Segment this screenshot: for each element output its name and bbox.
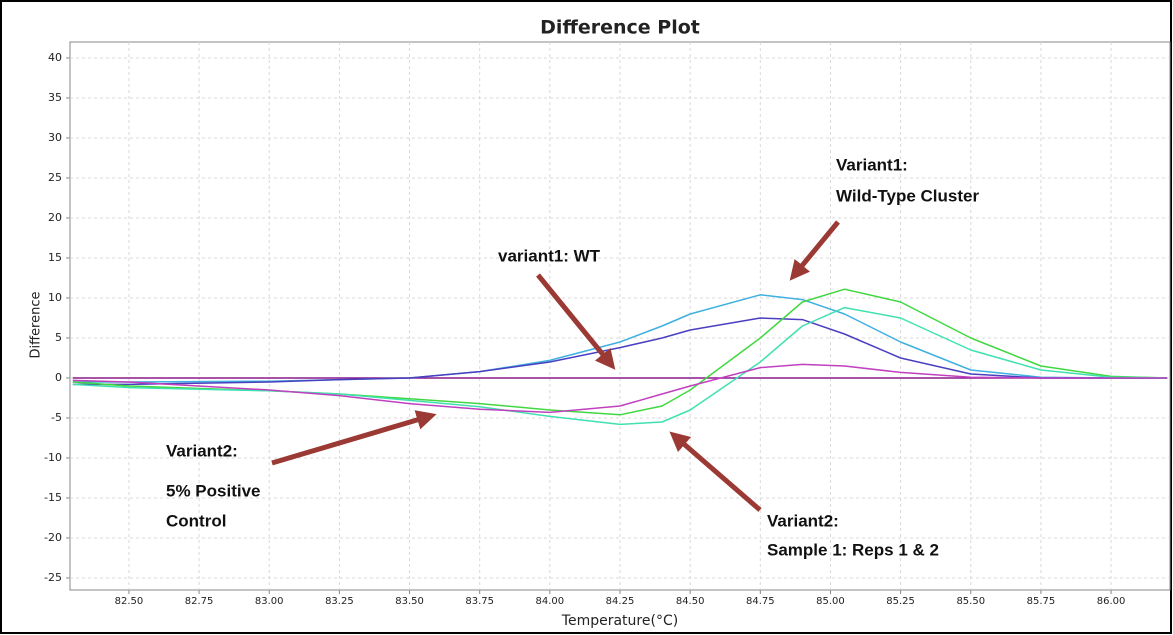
x-tick-label: 83.00 bbox=[255, 596, 284, 607]
x-tick-label: 83.25 bbox=[325, 596, 354, 607]
y-tick-label: -10 bbox=[44, 451, 62, 464]
arrow bbox=[536, 273, 616, 370]
x-tick-label: 85.25 bbox=[886, 596, 915, 607]
x-tick-label: 86.00 bbox=[1097, 596, 1126, 607]
y-tick-label: 25 bbox=[48, 171, 62, 184]
series-line bbox=[72, 317, 1168, 386]
annotation: Wild-Type Cluster bbox=[836, 186, 979, 205]
annotation: Variant2: bbox=[166, 441, 238, 460]
y-tick-label: -20 bbox=[44, 531, 62, 544]
annotation: Variant1: bbox=[836, 155, 908, 174]
x-tick-label: 84.75 bbox=[746, 596, 775, 607]
x-tick-label: 82.50 bbox=[115, 596, 144, 607]
y-tick-label: 0 bbox=[55, 371, 62, 384]
y-tick-label: 15 bbox=[48, 251, 62, 264]
arrow bbox=[271, 410, 437, 466]
y-tick-label: 30 bbox=[48, 131, 62, 144]
series-line bbox=[72, 306, 1168, 426]
chart-title: Difference Plot bbox=[540, 17, 700, 39]
annotation: variant1: WT bbox=[498, 246, 601, 265]
arrow bbox=[669, 431, 762, 512]
x-tick-label: 85.50 bbox=[956, 596, 985, 607]
annotations: Variant1: Wild-Type Cluster variant1: WT… bbox=[166, 155, 979, 559]
y-tick-label: -5 bbox=[51, 411, 62, 424]
y-tick-label: 20 bbox=[48, 211, 62, 224]
annotation: Control bbox=[166, 511, 226, 530]
arrow bbox=[789, 220, 840, 281]
plot-area bbox=[69, 41, 1171, 591]
x-tick-label: 83.75 bbox=[465, 596, 494, 607]
x-tick-label: 85.00 bbox=[816, 596, 845, 607]
x-tick-label: 84.50 bbox=[676, 596, 705, 607]
annotation: 5% Positive bbox=[166, 481, 261, 500]
x-tick-label: 84.25 bbox=[606, 596, 635, 607]
annotation: Sample 1: Reps 1 & 2 bbox=[767, 540, 939, 559]
y-tick-label: 35 bbox=[48, 91, 62, 104]
y-tick-label: -15 bbox=[44, 491, 62, 504]
y-tick-label: 5 bbox=[55, 331, 62, 344]
annotation: Variant2: bbox=[767, 511, 839, 530]
x-tick-label: 82.75 bbox=[185, 596, 214, 607]
y-tick-label: 40 bbox=[48, 51, 62, 64]
y-tick-label: -25 bbox=[44, 571, 62, 584]
y-axis-label: Difference bbox=[29, 291, 44, 358]
x-tick-label: 83.50 bbox=[395, 596, 424, 607]
x-tick-label: 85.75 bbox=[1027, 596, 1056, 607]
y-tick-label: 10 bbox=[48, 291, 62, 304]
series-line bbox=[72, 363, 1168, 414]
x-axis-label: Temperature(°C) bbox=[561, 613, 678, 629]
x-tick-label: 84.00 bbox=[536, 596, 565, 607]
